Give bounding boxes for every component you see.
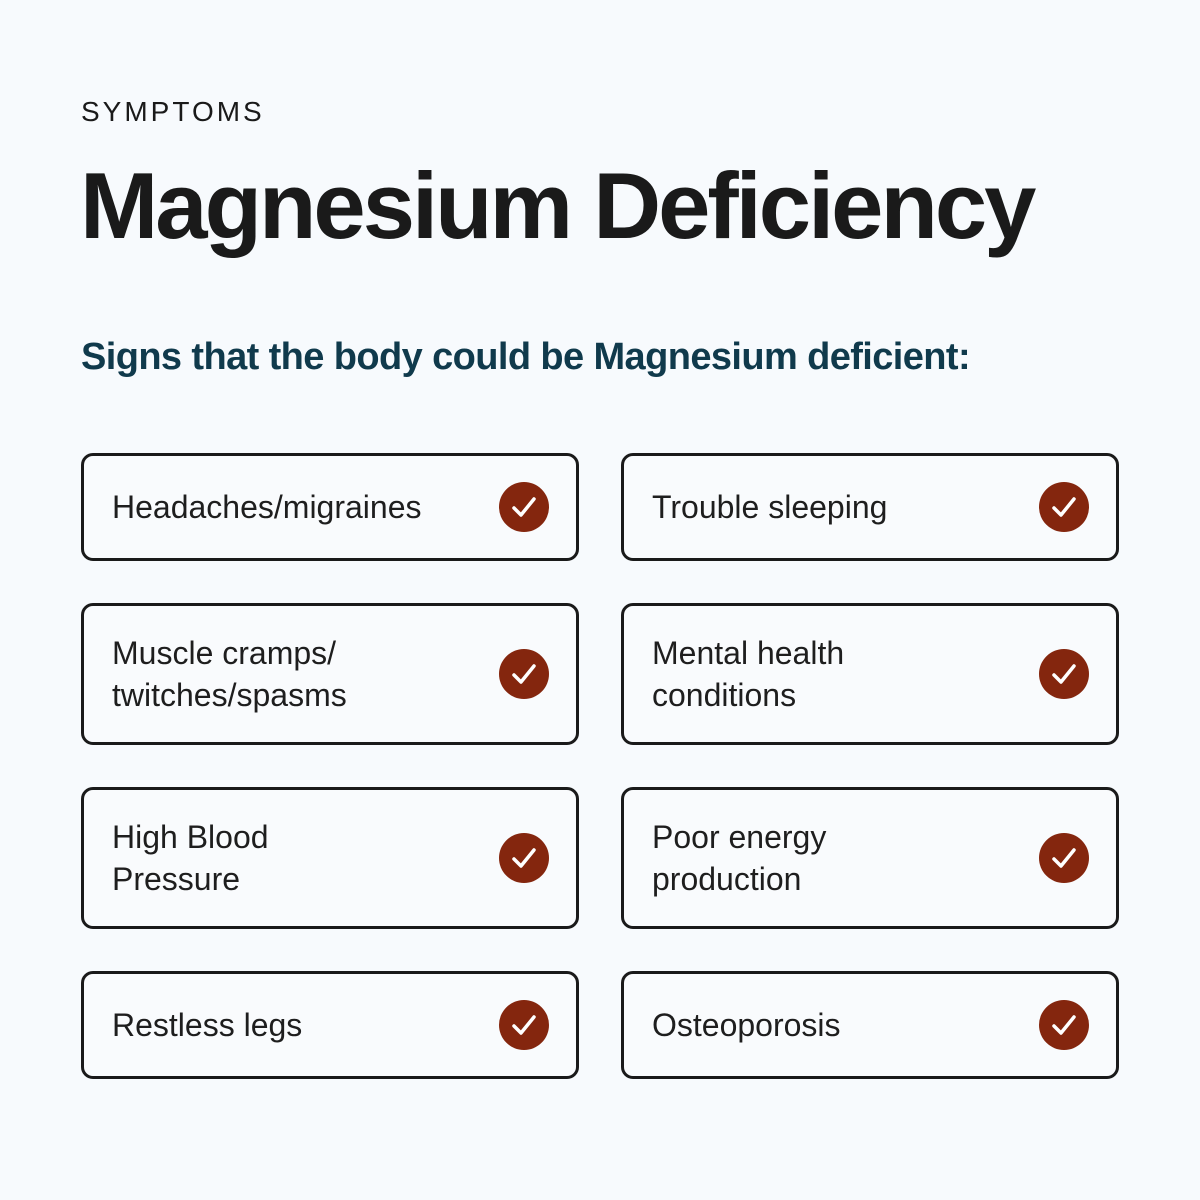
check-circle-icon (499, 1000, 549, 1050)
subtitle: Signs that the body could be Magnesium d… (81, 336, 971, 378)
symptom-label: Trouble sleeping (652, 489, 888, 525)
symptom-card: Poor energy production (621, 787, 1119, 929)
check-circle-icon (1039, 649, 1089, 699)
symptom-card: Restless legs (81, 971, 579, 1079)
symptom-label: Osteoporosis (652, 1007, 841, 1043)
check-circle-icon (1039, 1000, 1089, 1050)
check-circle-icon (1039, 833, 1089, 883)
symptom-card: Osteoporosis (621, 971, 1119, 1079)
symptom-card: Trouble sleeping (621, 453, 1119, 561)
symptom-card: Mental health conditions (621, 603, 1119, 745)
check-circle-icon (1039, 482, 1089, 532)
symptom-label: Headaches/migraines (112, 489, 422, 525)
symptom-card: Headaches/migraines (81, 453, 579, 561)
symptom-card: High Blood Pressure (81, 787, 579, 929)
symptom-label: Poor energy production (652, 819, 827, 897)
symptom-label: High Blood Pressure (112, 819, 269, 897)
symptom-card: Muscle cramps/ twitches/spasms (81, 603, 579, 745)
symptom-label: Mental health conditions (652, 635, 845, 713)
check-circle-icon (499, 649, 549, 699)
check-circle-icon (499, 482, 549, 532)
symptom-label: Muscle cramps/ twitches/spasms (112, 635, 347, 713)
symptom-label: Restless legs (112, 1007, 303, 1043)
page-title: Magnesium Deficiency (80, 153, 1036, 258)
eyebrow-label: SYMPTOMS (81, 96, 265, 127)
check-circle-icon (499, 833, 549, 883)
